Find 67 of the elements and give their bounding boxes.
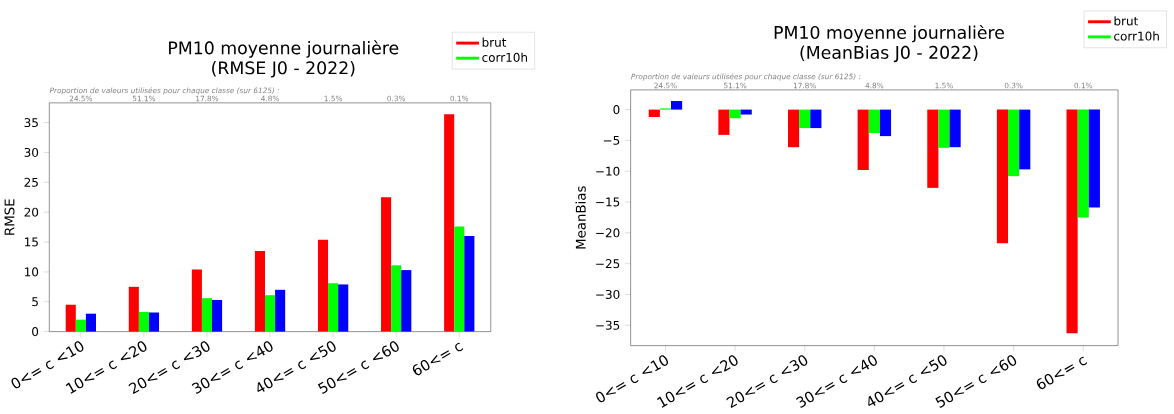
y-tick-label: −30 xyxy=(596,290,620,300)
bar xyxy=(444,114,455,332)
bar xyxy=(75,319,86,332)
bar xyxy=(254,251,265,332)
bar xyxy=(191,269,202,332)
y-tick-label: 20 xyxy=(24,207,39,217)
y-tick-label: 0 xyxy=(32,327,39,337)
bar xyxy=(128,287,139,332)
bar xyxy=(810,109,822,129)
y-tick-label: −25 xyxy=(596,259,620,269)
y-tick-label: 5 xyxy=(32,297,38,307)
y-tick-label: 35 xyxy=(24,118,38,128)
chart-title: PM10 moyenne journalière xyxy=(169,40,399,58)
bar xyxy=(740,109,752,115)
bar xyxy=(1066,109,1078,334)
y-tick-label: 30 xyxy=(24,148,39,158)
bar xyxy=(1019,109,1031,170)
bar xyxy=(648,109,660,118)
legend-label: corr10h xyxy=(1114,31,1159,41)
bar xyxy=(729,109,741,119)
y-axis-title: MeanBias xyxy=(575,186,586,249)
bar xyxy=(718,109,730,136)
bar xyxy=(799,109,811,129)
bar xyxy=(328,283,339,332)
bar xyxy=(949,109,961,148)
y-tick-label: 25 xyxy=(24,178,38,188)
bar xyxy=(401,270,412,332)
y-tick-label: −10 xyxy=(596,166,620,176)
bar xyxy=(85,313,96,332)
y-tick-label: −15 xyxy=(596,197,620,207)
bar xyxy=(1008,109,1020,177)
bar xyxy=(868,109,880,134)
chart-title: PM10 moyenne journalière xyxy=(774,25,1004,43)
legend-label: corr10h xyxy=(482,52,527,63)
bar xyxy=(65,304,76,332)
bar xyxy=(788,109,800,148)
legend-label: brut xyxy=(1114,16,1138,26)
bar xyxy=(338,284,349,332)
bar xyxy=(927,109,939,189)
bar xyxy=(212,300,223,332)
bar xyxy=(938,109,950,149)
y-tick-label: −20 xyxy=(596,228,620,238)
y-axis-title: RMSE xyxy=(4,199,15,235)
y-tick-label: −5 xyxy=(603,136,620,146)
bar xyxy=(454,226,465,332)
bar xyxy=(1077,109,1089,218)
bar xyxy=(996,109,1009,244)
bar xyxy=(317,239,329,332)
y-tick-label: 10 xyxy=(24,267,39,277)
bar xyxy=(391,265,402,332)
y-tick-label: 15 xyxy=(24,237,38,247)
bar xyxy=(879,109,892,137)
y-tick-label: −35 xyxy=(596,320,620,331)
bar xyxy=(671,101,683,110)
bar xyxy=(275,290,286,332)
bar xyxy=(148,312,160,332)
y-tick-label: 0 xyxy=(613,105,620,115)
bar xyxy=(464,236,475,332)
legend-label: brut xyxy=(482,37,507,48)
chart-subtitle: (MeanBias J0 - 2022) xyxy=(800,45,978,63)
bar xyxy=(1088,109,1100,208)
bar xyxy=(201,298,213,332)
bar xyxy=(381,197,392,332)
bar xyxy=(265,295,276,332)
bar xyxy=(138,312,149,332)
chart-subtitle: (RMSE J0 - 2022) xyxy=(212,61,355,78)
bar xyxy=(857,109,869,171)
